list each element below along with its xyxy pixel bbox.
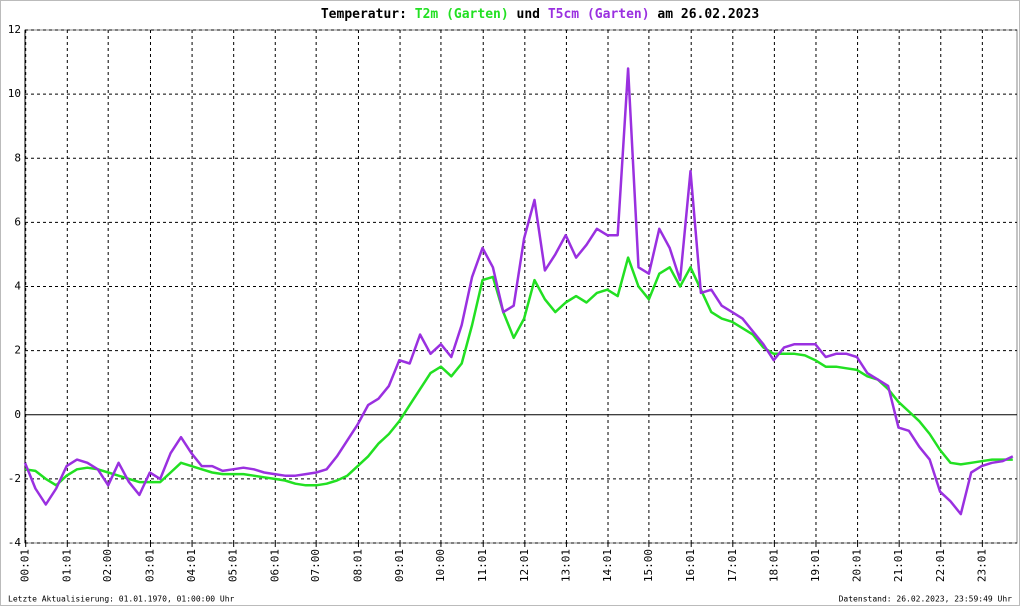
title-prefix: Temperatur: — [321, 7, 407, 22]
line-series — [23, 67, 1014, 516]
y-tick-label: 4 — [14, 280, 21, 293]
y-tick-label: -4 — [8, 536, 22, 549]
x-tick-label: 06:01 — [268, 549, 281, 582]
title-join: und — [517, 7, 540, 22]
x-tick-label: 03:01 — [143, 549, 156, 582]
x-tick-label: 17:01 — [726, 549, 739, 582]
title-series: T5cm (Garten) — [548, 7, 650, 22]
footer-right: Datenstand: 26.02.2023, 23:59:49 Uhr — [839, 595, 1013, 604]
footer-left: Letzte Aktualisierung: 01.01.1970, 01:00… — [8, 595, 235, 604]
title-suffix: am 26.02.2023 — [657, 7, 759, 22]
line-series — [24, 256, 1013, 487]
x-tick-label: 16:01 — [684, 549, 697, 582]
x-tick-label: 18:01 — [767, 549, 780, 582]
x-tick-label: 23:01 — [975, 549, 988, 582]
x-tick-label: 09:01 — [393, 549, 406, 582]
x-tick-label: 12:01 — [518, 549, 531, 582]
x-tick-label: 08:01 — [351, 549, 364, 582]
x-tick-label: 20:01 — [851, 549, 864, 582]
x-tick-label: 11:01 — [476, 549, 489, 582]
chart-title: Temperatur: T2m (Garten) und T5cm (Garte… — [321, 7, 759, 22]
y-tick-label: 2 — [14, 344, 21, 357]
plot-area — [24, 29, 1018, 544]
title-series: T2m (Garten) — [415, 7, 509, 22]
x-tick-label: 00:01 — [19, 549, 32, 582]
x-tick-label: 02:00 — [101, 549, 114, 582]
x-tick-label: 13:01 — [559, 549, 572, 582]
x-tick-label: 19:01 — [809, 549, 822, 582]
x-tick-label: 15:00 — [642, 549, 655, 582]
y-tick-label: 0 — [14, 408, 21, 421]
x-tick-label: 05:01 — [227, 549, 240, 582]
x-tick-label: 10:00 — [434, 549, 447, 582]
x-tick-label: 14:01 — [601, 549, 614, 582]
y-tick-label: 6 — [14, 215, 21, 228]
x-tick-label: 01:01 — [60, 549, 73, 582]
y-tick-label: 8 — [14, 151, 21, 164]
y-tick-label: 12 — [8, 23, 21, 36]
x-tick-label: 22:01 — [934, 549, 947, 582]
x-tick-label: 07:00 — [309, 549, 322, 582]
x-tick-label: 21:01 — [892, 549, 905, 582]
x-tick-label: 04:01 — [185, 549, 198, 582]
y-tick-label: -2 — [8, 472, 21, 485]
y-tick-label: 10 — [8, 87, 21, 100]
